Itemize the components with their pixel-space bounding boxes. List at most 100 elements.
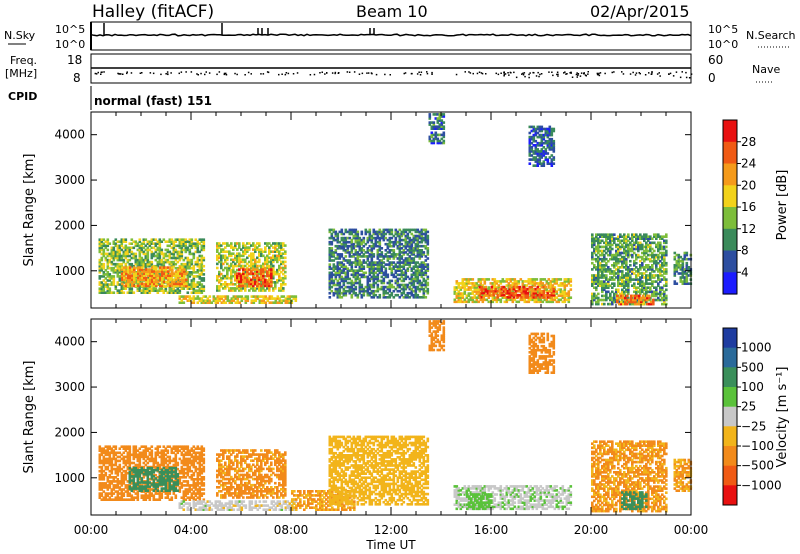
data-cell: [155, 282, 158, 286]
data-cell: [530, 291, 534, 295]
data-cell: [256, 278, 259, 282]
data-cell: [565, 294, 569, 297]
data-cell: [226, 285, 229, 288]
data-cell: [603, 255, 606, 259]
data-cell: [238, 287, 241, 290]
data-cell: [258, 242, 261, 245]
data-cell: [646, 298, 649, 302]
data-cell: [348, 291, 352, 295]
data-cell: [639, 284, 642, 287]
data-cell: [344, 275, 348, 279]
data-cell: [412, 271, 416, 275]
data-cell: [370, 240, 374, 244]
data-cell: [192, 242, 196, 245]
data-cell: [426, 234, 430, 238]
data-cell: [388, 228, 392, 232]
data-cell: [461, 286, 465, 289]
data-cell: [328, 228, 332, 232]
data-cell: [531, 284, 535, 287]
data-cell: [184, 281, 188, 284]
data-cell: [402, 253, 406, 256]
data-cell: [252, 252, 255, 255]
data-cell: [138, 240, 142, 243]
data-cell: [630, 296, 633, 300]
data-cell: [136, 260, 140, 264]
data-cell: [336, 273, 340, 277]
data-cell: [142, 291, 146, 294]
data-cell: [100, 258, 104, 262]
data-cell: [657, 245, 660, 249]
data-cell: [390, 253, 394, 256]
data-cell: [181, 278, 184, 282]
data-cell: [110, 250, 114, 254]
data-cell: [260, 276, 263, 280]
data-cell: [142, 246, 146, 250]
data-cell: [254, 297, 258, 300]
data-cell: [125, 284, 128, 288]
data-cell: [234, 301, 238, 304]
data-cell: [242, 242, 245, 245]
data-cell: [264, 297, 268, 300]
data-cell: [254, 244, 257, 247]
data-cell: [208, 299, 212, 302]
data-cell: [112, 258, 116, 262]
data-cell: [542, 146, 546, 149]
data-cell: [163, 274, 166, 277]
data-cell: [633, 259, 636, 263]
data-cell: [234, 272, 237, 276]
data-cell: [593, 278, 596, 281]
data-cell: [621, 292, 624, 296]
data-cell: [621, 239, 624, 243]
data-cell: [244, 274, 247, 278]
data-cell: [200, 238, 204, 241]
data-cell: [183, 268, 186, 271]
data-cell: [512, 291, 516, 295]
data-cell: [268, 301, 272, 304]
data-cell: [382, 234, 386, 238]
nave-dot: [644, 74, 647, 76]
data-cell: [663, 294, 666, 298]
data-cell: [505, 284, 509, 287]
data-cell: [475, 296, 479, 299]
data-cell: [116, 240, 120, 243]
data-cell: [164, 287, 168, 290]
data-cell: [613, 284, 616, 287]
data-cell: [194, 275, 198, 278]
data-cell: [330, 255, 334, 258]
data-cell: [412, 236, 416, 240]
data-cell: [192, 299, 196, 302]
data-cell: [135, 274, 138, 277]
data-cell: [282, 256, 285, 260]
data-cell: [220, 262, 223, 266]
data-cell: [523, 300, 527, 304]
data-cell: [164, 254, 168, 258]
data-cell: [426, 247, 430, 250]
data-cell: [328, 281, 332, 285]
data-cell: [116, 250, 120, 254]
data-cell: [657, 292, 660, 296]
data-cell: [631, 249, 634, 253]
data-cell: [364, 289, 368, 293]
data-cell: [238, 276, 241, 280]
data-cell: [180, 246, 184, 250]
data-cell: [599, 257, 602, 261]
data-cell: [179, 272, 182, 275]
data-cell: [504, 287, 508, 291]
data-cell: [637, 272, 640, 275]
data-cell: [611, 282, 614, 285]
data-cell: [260, 274, 263, 277]
data-cell: [137, 280, 140, 284]
data-cell: [380, 285, 384, 289]
data-cell: [342, 289, 346, 293]
data-cell: [364, 251, 368, 254]
data-cell: [250, 287, 253, 290]
data-cell: [232, 287, 235, 290]
data-cell: [414, 236, 418, 240]
data-cell: [186, 283, 190, 286]
data-cell: [280, 289, 283, 292]
data-cell: [396, 244, 400, 248]
nave-dot: [234, 72, 236, 75]
data-cell: [336, 238, 340, 242]
data-cell: [621, 284, 624, 287]
data-cell: [330, 249, 334, 252]
